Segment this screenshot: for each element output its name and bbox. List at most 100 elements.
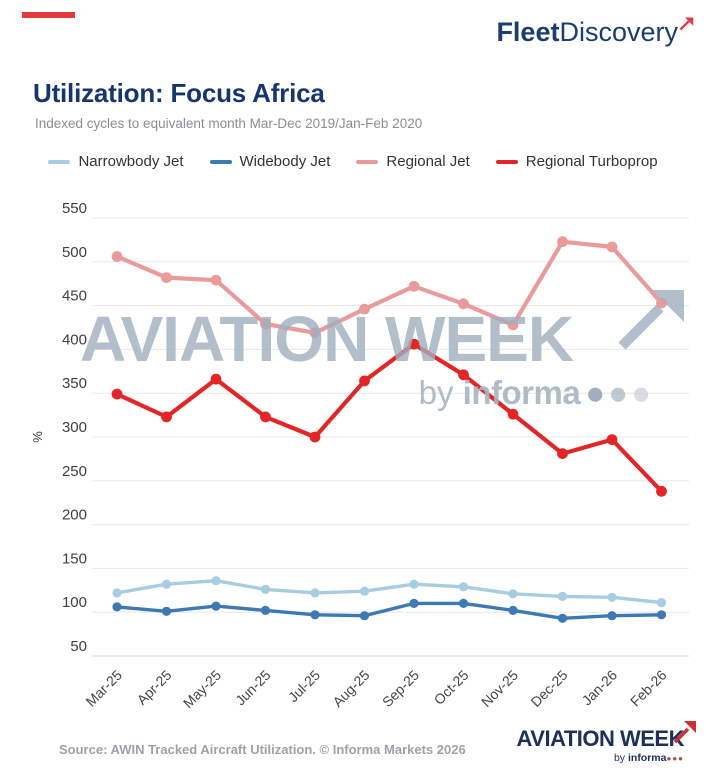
svg-text:400: 400 (62, 331, 87, 348)
legend-marker (209, 159, 232, 164)
svg-text:Jul-25: Jul-25 (285, 667, 323, 705)
legend-item-narrowbody-jet[interactable]: Narrowbody Jet (48, 153, 184, 170)
series-regional-turboprop (111, 338, 667, 497)
data-point[interactable] (408, 280, 420, 292)
data-point[interactable] (112, 602, 122, 612)
svg-text:Sep-25: Sep-25 (379, 667, 422, 710)
gridlines (92, 217, 689, 657)
svg-text:Mar-25: Mar-25 (82, 667, 125, 710)
data-point[interactable] (656, 485, 667, 497)
svg-text:Apr-25: Apr-25 (134, 667, 175, 708)
data-point[interactable] (161, 272, 172, 283)
data-point[interactable] (606, 434, 618, 445)
data-point[interactable] (310, 588, 320, 598)
svg-text:Oct-25: Oct-25 (431, 667, 472, 708)
page-title: Utilization: Focus Africa (33, 78, 325, 108)
svg-text:300: 300 (62, 419, 87, 436)
aviationweek-logo: AVIATION WEEK by informa●●● (517, 721, 696, 764)
data-point[interactable] (507, 319, 519, 331)
x-axis-labels: Mar-25 Apr-25 May-25 Jun-25 Jul-25 Aug-25 Sep-… (82, 667, 669, 711)
data-point[interactable] (210, 274, 222, 286)
svg-text:100: 100 (62, 594, 87, 611)
data-point[interactable] (161, 579, 172, 589)
legend-label: Widebody Jet (239, 153, 331, 170)
data-point[interactable] (161, 411, 172, 423)
footer-source: Source: AWIN Tracked Aircraft Utilizatio… (59, 742, 466, 757)
data-point[interactable] (260, 318, 271, 330)
data-point[interactable] (309, 431, 321, 443)
data-point[interactable] (458, 582, 469, 592)
svg-text:Jun-25: Jun-25 (232, 667, 274, 709)
data-point[interactable] (656, 610, 667, 620)
legend-marker (495, 159, 518, 164)
data-point[interactable] (508, 589, 518, 599)
fleetdiscovery-logo: FleetDiscovery (496, 16, 694, 48)
svg-text:Dec-25: Dec-25 (527, 667, 570, 710)
legend-marker (356, 159, 379, 164)
data-point[interactable] (408, 338, 420, 350)
aw-informa-dots-icon: ●●● (666, 754, 684, 763)
brand-regular: Discovery (559, 17, 678, 47)
data-point[interactable] (359, 303, 370, 315)
series-widebody-jet (112, 598, 667, 623)
data-point[interactable] (260, 411, 271, 423)
data-point[interactable] (607, 592, 617, 602)
data-point[interactable] (557, 613, 568, 623)
data-point[interactable] (557, 448, 568, 459)
data-point[interactable] (656, 297, 667, 309)
data-point[interactable] (656, 598, 667, 608)
svg-text:150: 150 (62, 550, 87, 567)
data-point[interactable] (111, 251, 123, 262)
svg-text:May-25: May-25 (180, 667, 224, 711)
data-point[interactable] (458, 298, 469, 310)
svg-text:Nov-25: Nov-25 (478, 667, 521, 710)
data-point[interactable] (458, 369, 469, 381)
svg-text:Aug-25: Aug-25 (329, 667, 372, 710)
svg-text:350: 350 (62, 375, 87, 392)
data-point[interactable] (210, 373, 222, 385)
svg-text:500: 500 (62, 244, 87, 261)
legend-label: Narrowbody Jet (78, 153, 184, 170)
data-point[interactable] (458, 598, 469, 609)
data-point[interactable] (508, 605, 518, 616)
data-point[interactable] (111, 388, 123, 400)
svg-text:550: 550 (62, 200, 87, 217)
data-point[interactable] (211, 601, 221, 611)
data-point[interactable] (359, 586, 370, 596)
data-point[interactable] (112, 588, 122, 598)
y-axis-title: % (30, 431, 45, 443)
data-point[interactable] (260, 605, 271, 616)
svg-text:250: 250 (62, 463, 87, 480)
brand-arrow-icon (679, 17, 694, 31)
svg-text:Feb-26: Feb-26 (627, 667, 670, 710)
aw-logo-text: AVIATION WEEK (517, 721, 696, 752)
data-point[interactable] (507, 408, 519, 420)
legend-item-widebody-jet[interactable]: Widebody Jet (209, 153, 331, 170)
data-point[interactable] (310, 610, 320, 620)
legend-marker (48, 159, 71, 164)
data-point[interactable] (557, 236, 568, 248)
data-point[interactable] (359, 375, 370, 387)
header-accent-bar (22, 12, 75, 18)
legend: Narrowbody Jet Widebody Jet Regional Jet… (0, 153, 706, 170)
data-point[interactable] (409, 579, 419, 589)
svg-text:200: 200 (62, 507, 87, 524)
series-narrowbody-jet (112, 576, 667, 608)
data-point[interactable] (557, 591, 568, 602)
svg-text:50: 50 (70, 638, 87, 655)
data-point[interactable] (260, 584, 271, 595)
data-point[interactable] (161, 606, 172, 616)
svg-text:Jan-26: Jan-26 (579, 667, 621, 709)
aw-logo-byline: by informa●●● (613, 752, 684, 764)
data-point[interactable] (211, 576, 221, 586)
legend-item-regional-jet[interactable]: Regional Jet (356, 153, 470, 170)
data-point[interactable] (359, 611, 370, 621)
legend-item-regional-turboprop[interactable]: Regional Turboprop (495, 153, 658, 170)
data-point[interactable] (409, 598, 419, 609)
y-axis-labels: 50 100 150 200 250 300 350 400 450 500 550 (62, 200, 87, 655)
data-point[interactable] (606, 241, 618, 253)
data-point[interactable] (607, 611, 617, 621)
data-point[interactable] (309, 327, 321, 339)
